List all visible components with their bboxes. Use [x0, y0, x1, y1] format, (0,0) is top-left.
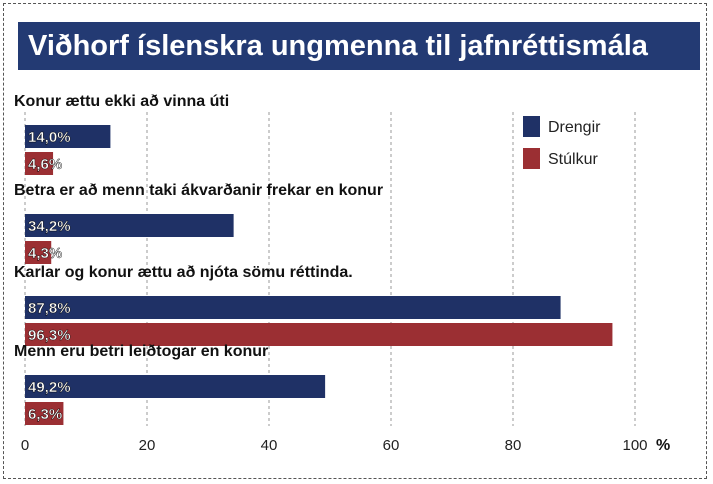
x-tick-label: 0	[21, 437, 29, 454]
legend-swatch-drengir	[523, 116, 540, 137]
value-label: 87,8%	[28, 300, 71, 317]
legend: Drengir Stúlkur	[523, 116, 601, 169]
labels: Konur ættu ekki að vinna úti 14,0% 4,6% Bet…	[14, 93, 383, 423]
x-tick-label: 60	[383, 437, 400, 454]
chart-frame: Viðhorf íslenskra ungmenna til jafnrétti…	[3, 3, 707, 479]
value-label: 96,3%	[28, 327, 71, 344]
bars	[25, 125, 613, 425]
x-tick-label: 80	[505, 437, 522, 454]
x-unit-label: %	[656, 437, 670, 454]
chart-title: Viðhorf íslenskra ungmenna til jafnrétti…	[28, 30, 648, 62]
bar-drengir	[25, 375, 326, 398]
legend-swatch-stulkur	[523, 148, 540, 169]
value-label: 14,0%	[28, 129, 71, 146]
bar-drengir	[25, 214, 234, 237]
value-label: 6,3%	[28, 406, 62, 423]
x-tick-label: 40	[261, 437, 278, 454]
bar-stulkur	[25, 323, 613, 346]
bar-drengir	[25, 296, 561, 319]
category-label: Betra er að menn taki ákvarðanir frekar …	[14, 182, 383, 199]
x-axis: 0 20 40 60 80 100%	[21, 437, 670, 454]
title-bar: Viðhorf íslenskra ungmenna til jafnrétti…	[18, 22, 700, 70]
bar-stulkur	[25, 241, 52, 264]
bar-drengir	[25, 125, 111, 148]
value-label: 49,2%	[28, 379, 71, 396]
x-tick-label: 20	[139, 437, 156, 454]
value-label: 4,3%	[28, 245, 62, 262]
legend-label: Stúlkur	[548, 151, 598, 168]
category-label: Menn eru betri leiðtogar en konur	[14, 343, 268, 360]
legend-label: Drengir	[548, 119, 601, 136]
x-tick-label: 100	[622, 437, 647, 454]
bar-stulkur	[25, 152, 54, 175]
grid-lines	[24, 112, 636, 426]
category-label: Konur ættu ekki að vinna úti	[14, 93, 229, 110]
value-label: 4,6%	[28, 156, 62, 173]
value-label: 34,2%	[28, 218, 71, 235]
category-label: Karlar og konur ættu að njóta sömu rétti…	[14, 264, 353, 281]
bar-stulkur	[25, 402, 64, 425]
